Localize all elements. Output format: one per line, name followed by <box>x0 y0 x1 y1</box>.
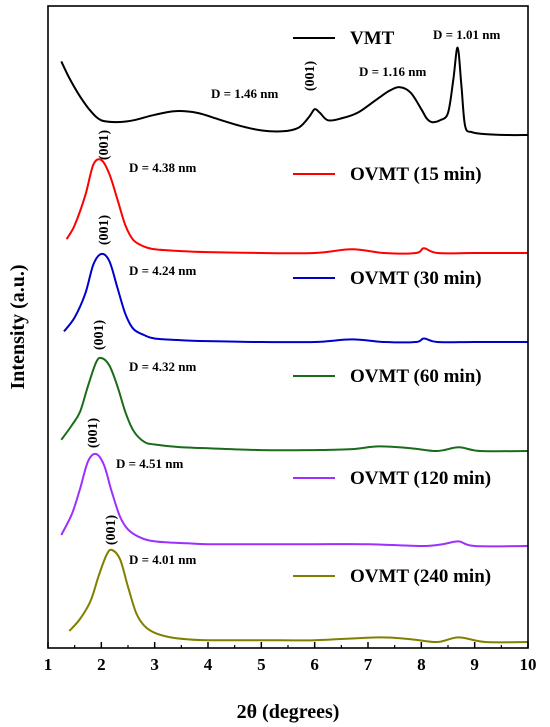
peak-label-001-2: (001) <box>97 215 112 246</box>
d-spacing-label-4: D = 4.24 nm <box>129 263 197 278</box>
legend-label-4: OVMT (120 min) <box>350 468 491 489</box>
series-line-2 <box>63 252 528 344</box>
x-tick-label-2: 3 <box>150 655 159 674</box>
peak-label-001-3: (001) <box>92 320 107 351</box>
plot-frame <box>47 5 529 649</box>
x-tick-label-8: 9 <box>470 655 479 674</box>
annotations: D = 1.01 nm D = 1.16 nm D = 1.46 nm D = 4.3… <box>86 27 501 567</box>
x-tick-label-6: 7 <box>364 655 373 674</box>
legend: VMT OVMT (15 min) OVMT (30 min) OVMT (60 mi… <box>293 28 491 587</box>
y-axis-title: Intensity (a.u.) <box>7 264 29 389</box>
d-spacing-label-6: D = 4.51 nm <box>116 456 184 471</box>
x-tick-label-3: 4 <box>204 655 213 674</box>
legend-label-3: OVMT (60 min) <box>350 366 482 387</box>
series-line-3 <box>60 356 529 453</box>
d-spacing-label-7: D = 4.01 nm <box>129 552 197 567</box>
peak-label-001-4: (001) <box>86 418 101 449</box>
x-tick-label-5: 6 <box>310 655 319 674</box>
d-spacing-label-5: D = 4.32 nm <box>129 359 197 374</box>
d-spacing-label-3: D = 4.38 nm <box>129 160 197 175</box>
series-line-1 <box>65 158 528 255</box>
d-spacing-label-1: D = 1.16 nm <box>359 64 427 79</box>
d-spacing-label-2: D = 1.46 nm <box>211 86 279 101</box>
peak-label-001-1: (001) <box>97 130 112 161</box>
x-tick-label-4: 5 <box>257 655 266 674</box>
series-line-5 <box>68 548 529 644</box>
plot-area <box>60 46 529 644</box>
legend-label-0: VMT <box>350 28 395 49</box>
peak-label-001-0: (001) <box>303 61 318 92</box>
x-tick-label-9: 10 <box>520 655 537 674</box>
legend-label-2: OVMT (30 min) <box>350 268 482 289</box>
legend-label-1: OVMT (15 min) <box>350 164 482 185</box>
x-axis-title: 2θ (degrees) <box>237 701 340 723</box>
x-tick-label-7: 8 <box>417 655 426 674</box>
series-line-4 <box>60 452 529 548</box>
legend-label-5: OVMT (240 min) <box>350 566 491 587</box>
x-axis-ticks: 1 2 3 4 5 6 7 8 9 10 <box>44 642 537 674</box>
series-line-0 <box>60 46 529 137</box>
x-tick-label-1: 2 <box>97 655 106 674</box>
x-tick-label-0: 1 <box>44 655 53 674</box>
d-spacing-label-0: D = 1.01 nm <box>433 27 501 42</box>
peak-label-001-5: (001) <box>104 515 119 546</box>
